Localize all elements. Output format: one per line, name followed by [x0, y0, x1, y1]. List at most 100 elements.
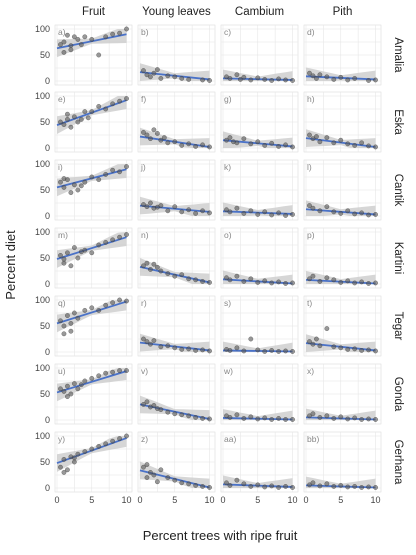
data-point: [207, 210, 212, 216]
data-point: [96, 242, 102, 248]
data-point: [179, 143, 185, 148]
panel-letter: d): [307, 27, 315, 37]
data-point: [82, 308, 88, 313]
data-point: [179, 209, 185, 215]
y-tick-label: 50: [40, 50, 50, 60]
x-tick-label: 10: [288, 495, 298, 505]
data-point: [148, 200, 153, 206]
data-point: [61, 331, 67, 337]
data-point: [96, 104, 102, 109]
data-point: [58, 119, 63, 125]
data-point: [96, 444, 102, 449]
data-point: [75, 187, 81, 193]
data-point: [68, 391, 74, 397]
x-tick-label: 10: [371, 495, 381, 505]
data-point: [345, 278, 351, 284]
data-point: [144, 204, 150, 209]
data-point: [283, 213, 288, 218]
data-point: [248, 414, 254, 420]
data-point: [155, 204, 160, 210]
data-point: [58, 464, 63, 470]
data-point: [165, 271, 171, 276]
data-point: [172, 139, 178, 145]
data-point: [78, 183, 84, 189]
data-point: [75, 255, 81, 261]
confidence-band: [140, 127, 210, 148]
data-point: [158, 467, 164, 473]
data-point: [155, 479, 160, 485]
row-label: Gonda: [392, 377, 404, 412]
data-point: [179, 347, 185, 352]
data-point: [307, 413, 312, 419]
data-point: [68, 47, 74, 53]
data-point: [269, 140, 275, 146]
data-point: [366, 347, 371, 353]
x-tick-label: 0: [303, 495, 308, 505]
data-point: [262, 143, 268, 148]
data-point: [89, 37, 95, 42]
data-point: [234, 477, 240, 483]
row-label: Tegar: [392, 312, 404, 341]
data-point: [207, 78, 212, 83]
data-point: [269, 417, 275, 422]
data-point: [331, 484, 337, 489]
data-point: [331, 209, 337, 215]
y-tick-label: 0: [45, 415, 50, 425]
panel-letter: n): [141, 230, 149, 240]
data-point: [310, 273, 316, 279]
data-point: [85, 115, 91, 121]
data-point: [165, 140, 171, 146]
data-point: [165, 409, 171, 415]
data-point: [172, 204, 178, 209]
data-point: [78, 42, 84, 47]
data-point: [276, 144, 281, 149]
data-point: [68, 263, 74, 269]
data-point: [338, 75, 344, 80]
data-point: [61, 176, 67, 181]
data-point: [179, 272, 185, 277]
data-point: [241, 136, 247, 141]
data-point: [58, 42, 63, 47]
data-point: [68, 190, 74, 195]
data-point: [338, 280, 344, 285]
data-point: [373, 348, 378, 354]
x-tick-label: 0: [220, 495, 225, 505]
data-point: [290, 417, 295, 422]
panel-letter: w): [223, 366, 233, 376]
data-point: [193, 277, 198, 283]
data-point: [283, 77, 288, 83]
data-point: [283, 348, 288, 354]
data-point: [172, 345, 178, 351]
data-point: [124, 232, 129, 237]
data-point: [96, 177, 102, 182]
data-point: [255, 139, 261, 145]
data-point: [200, 142, 205, 148]
panel-letter: l): [307, 162, 312, 172]
data-point: [96, 52, 102, 58]
data-point: [68, 124, 74, 130]
data-point: [144, 260, 150, 266]
data-point: [269, 280, 275, 286]
data-point: [61, 389, 67, 394]
data-point: [96, 308, 102, 313]
data-point: [151, 403, 157, 408]
data-point: [200, 279, 205, 284]
y-tick-label: 100: [35, 295, 50, 305]
data-point: [227, 415, 233, 420]
data-point: [307, 482, 312, 488]
data-point: [352, 211, 358, 217]
data-point: [207, 280, 212, 285]
data-point: [72, 381, 77, 386]
data-point: [255, 75, 261, 81]
data-point: [352, 484, 358, 489]
data-point: [148, 136, 153, 141]
data-point: [373, 280, 378, 286]
data-point: [179, 480, 185, 486]
data-point: [155, 265, 160, 270]
data-point: [248, 141, 254, 147]
data-point: [68, 43, 74, 48]
data-point: [317, 483, 323, 489]
data-point: [352, 346, 358, 352]
data-point: [307, 132, 312, 138]
y-tick-label: 100: [35, 24, 50, 34]
